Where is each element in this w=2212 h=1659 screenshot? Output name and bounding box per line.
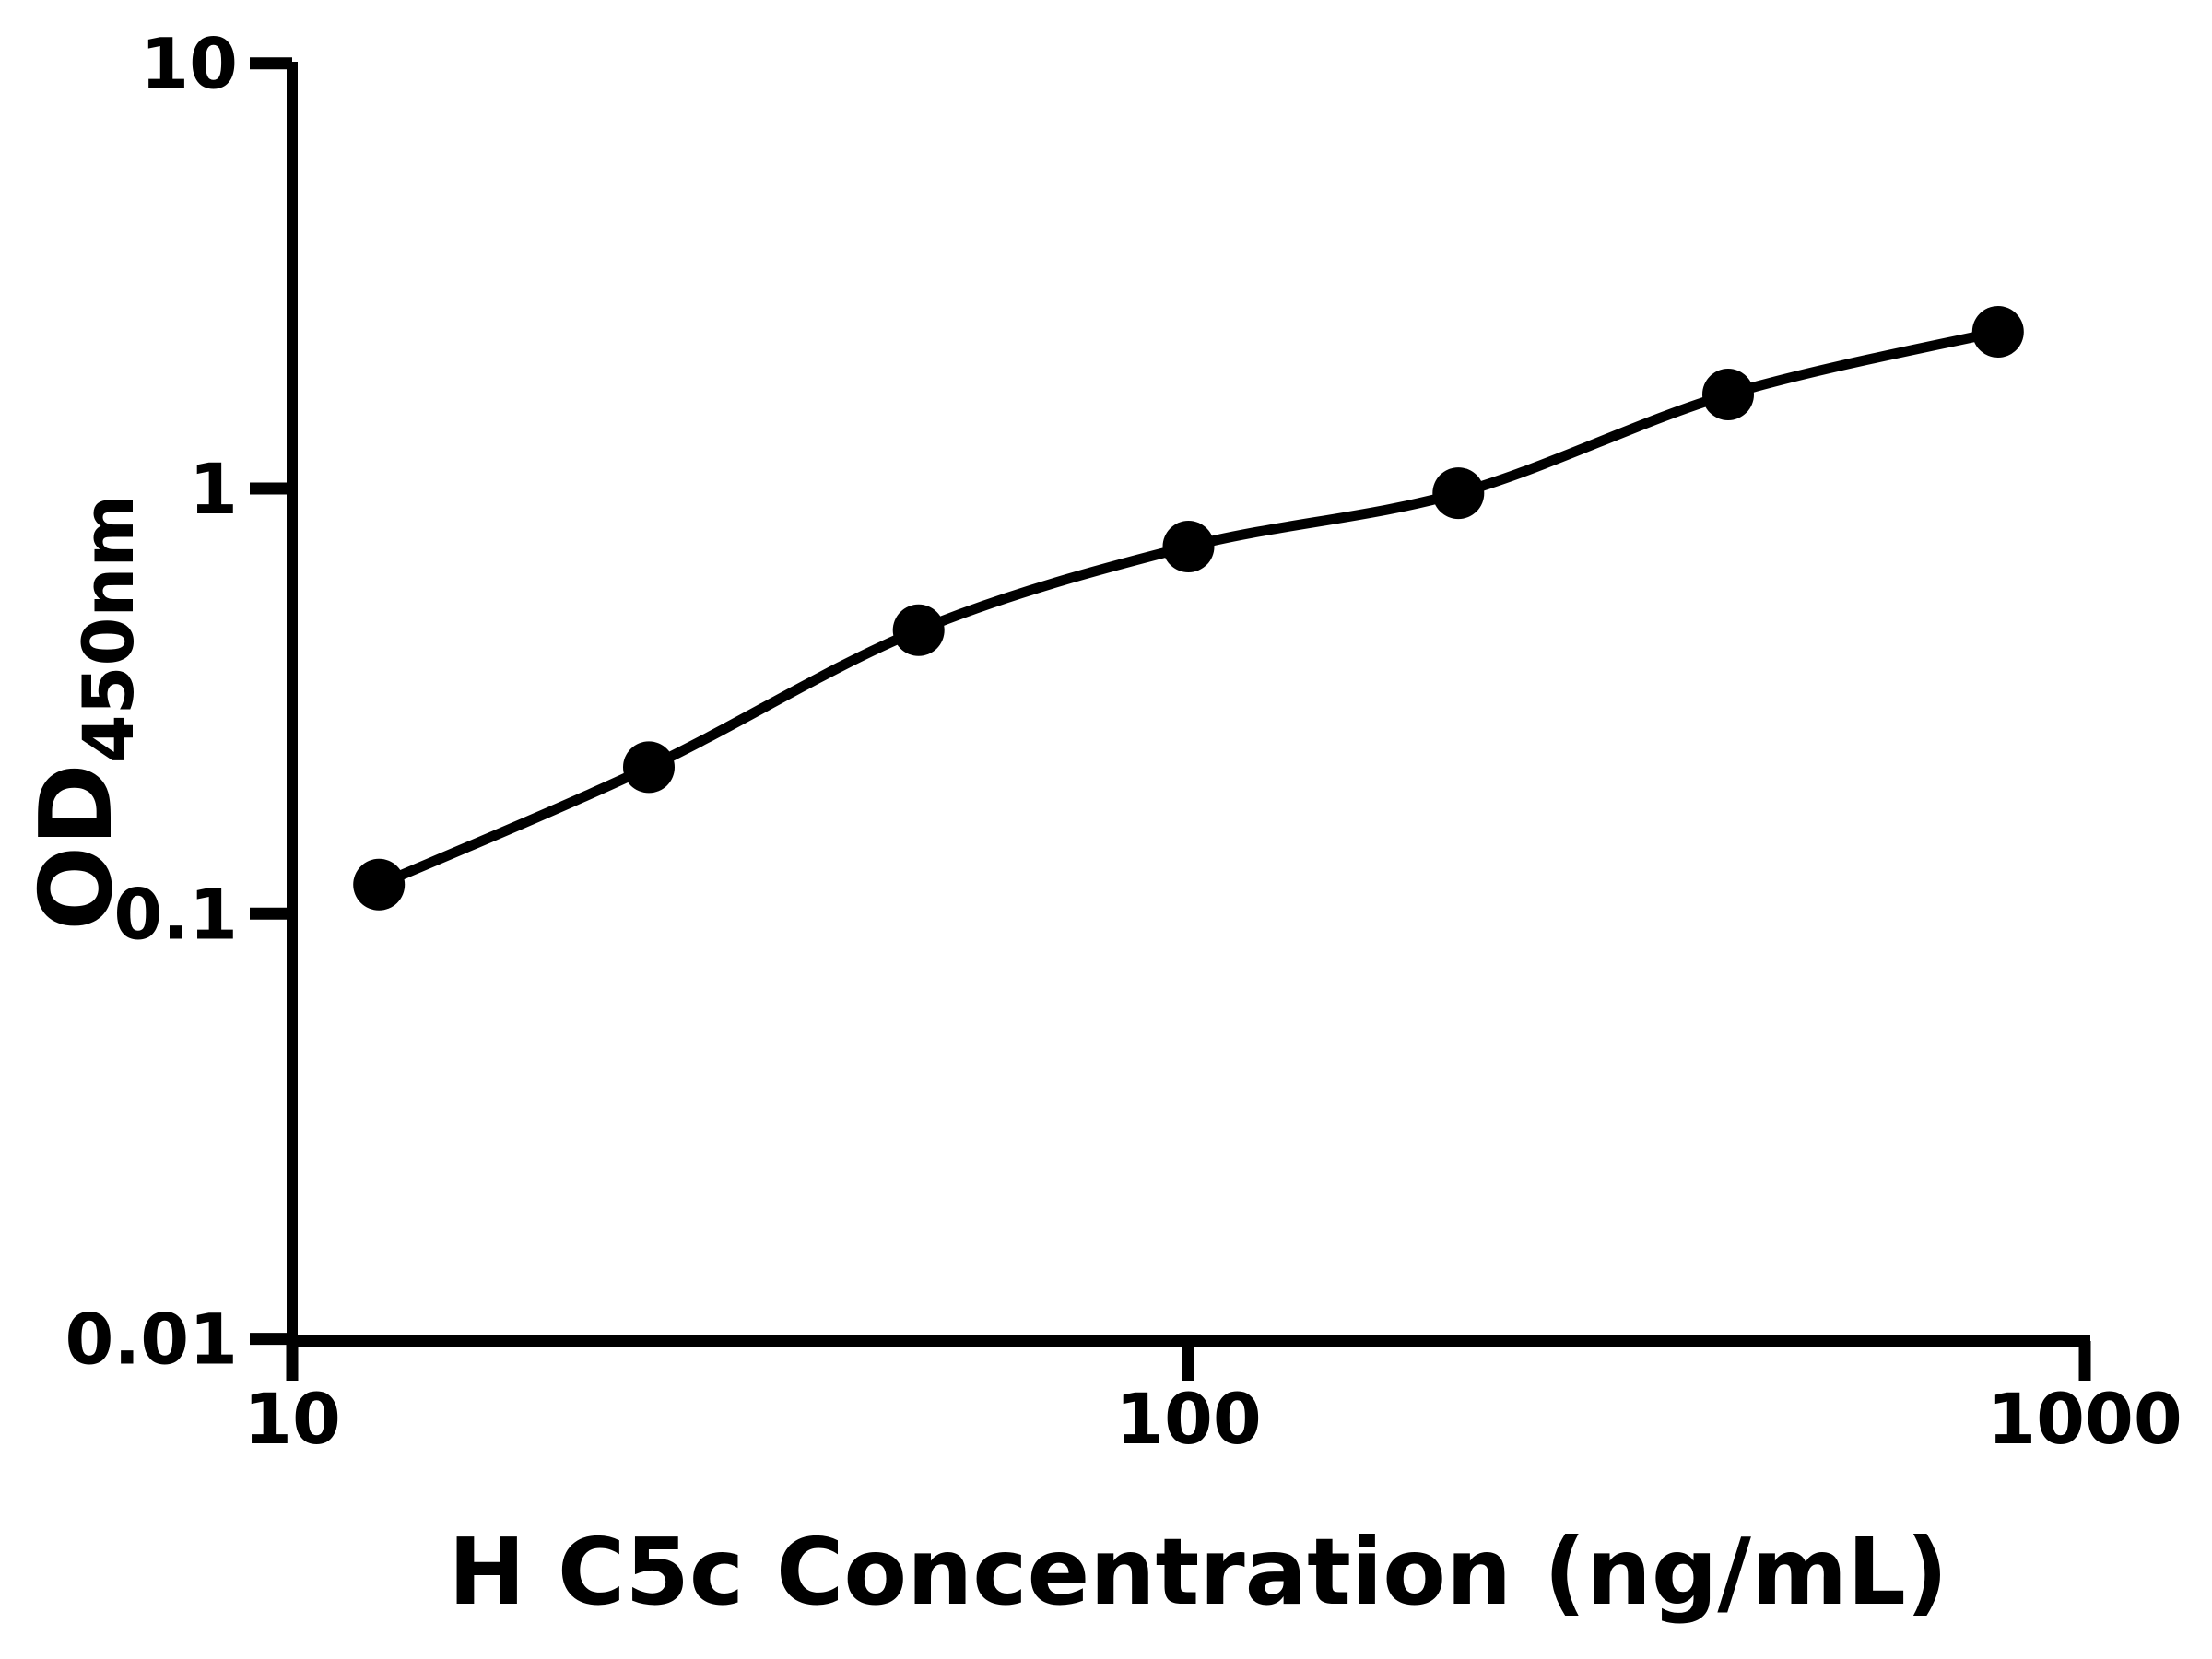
x-axis-title: H C5c Concentration (ng/mL) <box>448 1518 1947 1626</box>
x-tick-label: 1000 <box>1987 1378 2183 1460</box>
data-point <box>353 858 406 911</box>
y-axis-title-main: OD <box>19 763 135 930</box>
data-point <box>1702 369 1754 420</box>
x-tick-label: 10 <box>243 1378 341 1460</box>
x-tick-label: 100 <box>1115 1378 1262 1460</box>
y-tick-label: 0.1 <box>113 873 238 955</box>
y-axis-title: OD450nm <box>19 494 149 930</box>
data-point <box>623 741 675 794</box>
data-point <box>892 604 945 656</box>
data-point <box>1971 306 2024 358</box>
data-point <box>1432 467 1485 520</box>
y-tick-label: 10 <box>140 23 238 105</box>
labels-layer: H C5c Concentration (ng/mL) OD450nm <box>19 494 1948 1626</box>
data-point <box>1162 521 1215 572</box>
fit-curve <box>377 326 2000 889</box>
y-tick-label: 0.01 <box>65 1299 238 1381</box>
data-layer <box>353 306 2024 911</box>
y-tick-label: 1 <box>189 448 238 530</box>
y-axis-title-subscript: 450nm <box>67 494 149 763</box>
